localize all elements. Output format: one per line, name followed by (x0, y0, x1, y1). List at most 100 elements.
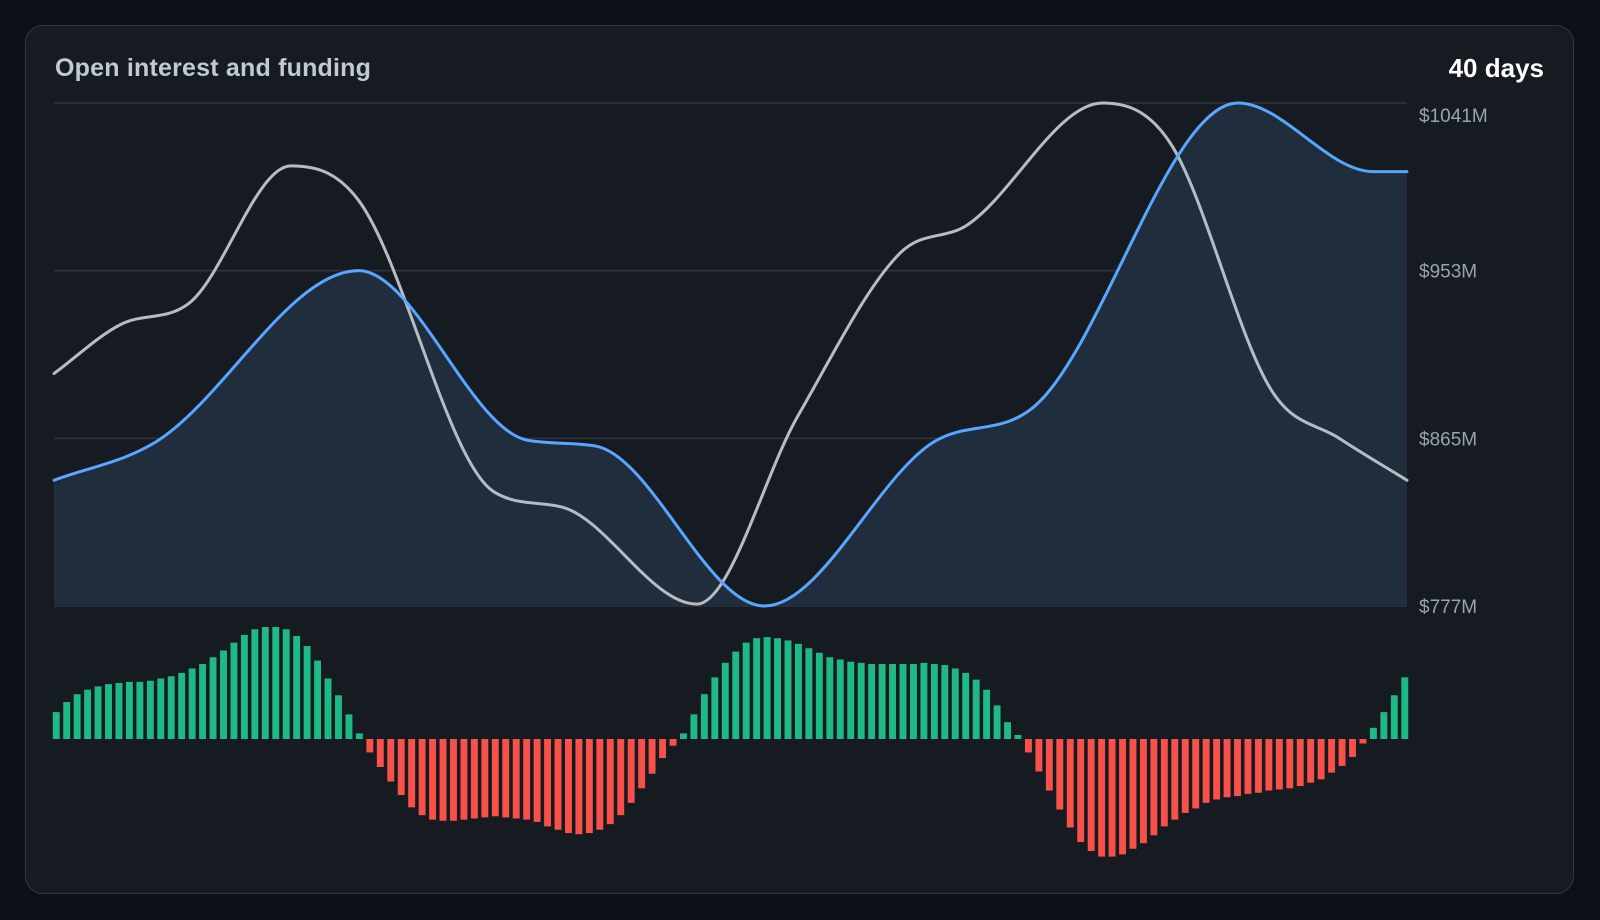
funding-bar-positive (230, 642, 238, 739)
funding-bar-negative (627, 739, 635, 803)
funding-bar-positive (73, 694, 81, 739)
funding-bar-positive (941, 665, 949, 739)
funding-bar-positive (690, 714, 698, 739)
funding-bar-positive (220, 650, 227, 739)
funding-bar-negative (418, 739, 426, 816)
funding-bar-negative (481, 739, 489, 818)
funding-bar-positive (345, 714, 353, 739)
funding-bar-positive (293, 635, 301, 739)
funding-bar-negative (1359, 739, 1367, 744)
funding-bar-positive (52, 712, 60, 739)
funding-bar-positive (355, 733, 363, 739)
funding-bar-positive (700, 694, 708, 739)
funding-bar-negative (1119, 739, 1126, 855)
funding-bar-positive (84, 689, 92, 739)
funding-bar-positive (711, 677, 719, 739)
funding-bar-positive (209, 657, 217, 739)
funding-bar-positive (742, 642, 750, 739)
funding-bar-negative (575, 739, 583, 835)
funding-bar-negative (1317, 739, 1325, 780)
funding-bar-negative (491, 739, 499, 817)
funding-bar-negative (1098, 739, 1106, 857)
funding-bar-negative (1234, 739, 1241, 797)
time-range-label[interactable]: 40 days (1448, 53, 1544, 83)
funding-bar-positive (115, 683, 123, 739)
funding-bar-negative (648, 739, 656, 774)
open-interest-line (52, 101, 1409, 608)
funding-bar-negative (1349, 739, 1356, 757)
funding-bar-positive (1004, 722, 1011, 739)
chart-title: Open interest and funding (55, 54, 372, 82)
funding-bar-positive (878, 663, 886, 739)
funding-bar-negative (1223, 739, 1231, 798)
funding-bar-negative (450, 739, 457, 821)
funding-bar-positive (335, 695, 342, 739)
funding-bar-negative (1254, 739, 1262, 793)
funding-bar-positive (889, 663, 896, 739)
funding-bar-negative (606, 739, 614, 825)
funding-bar-positive (282, 629, 290, 739)
funding-bar-negative (439, 739, 447, 821)
chart-canvas: $1041M $953M $865M $777M (52, 101, 1488, 857)
funding-bar-negative (366, 739, 374, 753)
funding-bar-negative (1244, 739, 1252, 794)
funding-bar-negative (523, 739, 531, 820)
funding-bar-negative (1056, 739, 1064, 810)
funding-bar-negative (1307, 739, 1315, 783)
funding-bar-negative (1077, 739, 1085, 843)
funding-bar-negative (1087, 739, 1095, 851)
price-line (52, 101, 1409, 606)
funding-bar-negative (1213, 739, 1221, 800)
funding-bar-positive (920, 662, 928, 739)
funding-bar-negative (387, 739, 395, 782)
funding-bar-negative (1035, 739, 1043, 772)
funding-bar-positive (721, 662, 729, 739)
funding-bar-negative (1338, 739, 1346, 766)
funding-bar-positive (909, 663, 917, 739)
funding-bar-positive (1369, 727, 1377, 739)
funding-bar-negative (1045, 739, 1053, 791)
chart-card: Open interest and funding 40 days $1041M… (25, 25, 1574, 894)
funding-bar-positive (314, 660, 322, 739)
funding-bar-positive (784, 640, 792, 739)
funding-bar-positive (251, 629, 259, 739)
funding-bar-positive (146, 680, 154, 739)
funding-bar-negative (617, 739, 625, 816)
funding-bar-negative (460, 739, 468, 820)
funding-bar-negative (1066, 739, 1074, 828)
funding-bar-positive (125, 681, 133, 739)
funding-bar-negative (1192, 739, 1200, 809)
funding-bar-negative (585, 739, 593, 834)
funding-bar-positive (324, 678, 332, 739)
funding-bar-negative (502, 739, 510, 818)
funding-bar-positive (680, 733, 687, 739)
funding-bar-negative (1286, 739, 1294, 789)
funding-bar-positive (303, 646, 311, 739)
funding-bar-negative (544, 739, 552, 827)
y-tick-label: $953M (1419, 262, 1477, 283)
funding-bar-positive (868, 663, 876, 739)
funding-bar-positive (199, 663, 207, 739)
funding-bar-positive (157, 678, 165, 739)
funding-bar-positive (763, 637, 771, 739)
funding-bar-negative (408, 739, 416, 808)
funding-bar-positive (240, 634, 248, 739)
funding-bar-positive (1390, 695, 1398, 739)
funding-bar-negative (565, 739, 572, 834)
funding-bar-negative (1181, 739, 1189, 813)
funding-bar-positive (105, 684, 112, 739)
funding-bar-positive (774, 638, 781, 739)
funding-bar-negative (512, 739, 520, 819)
funding-bar-positive (1401, 677, 1409, 739)
funding-bars (52, 627, 1409, 857)
funding-bar-negative (1129, 739, 1137, 849)
funding-bar-negative (397, 739, 405, 795)
funding-bar-positive (753, 638, 761, 739)
funding-bar-positive (826, 657, 834, 739)
funding-bar-negative (638, 739, 646, 789)
funding-bar-positive (167, 676, 175, 739)
funding-bar-positive (261, 627, 269, 739)
funding-bar-negative (1024, 739, 1032, 753)
funding-bar-positive (732, 651, 740, 739)
funding-bar-negative (1108, 739, 1116, 857)
